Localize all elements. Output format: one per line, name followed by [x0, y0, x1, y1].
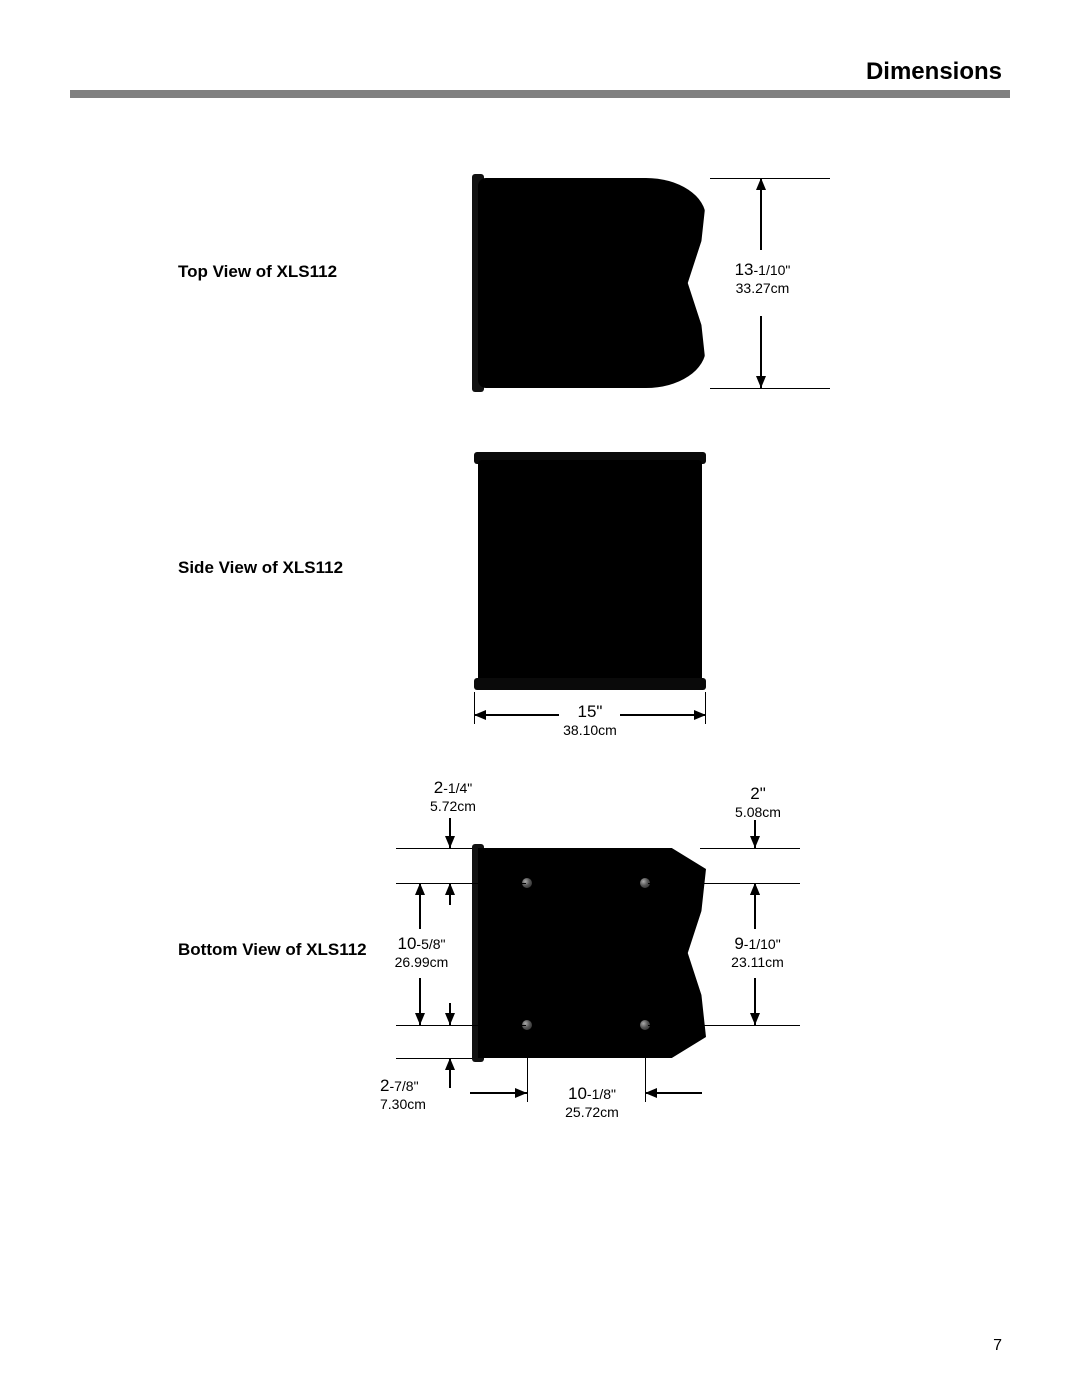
- dim-metric: 23.11cm: [720, 954, 795, 970]
- dim-bot-left-top: 2-1/4" 5.72cm: [418, 778, 488, 814]
- dim-imp-frac: -1/8": [587, 1086, 616, 1102]
- page-title: Dimensions: [866, 58, 1002, 86]
- arrow-down-icon: [750, 1013, 760, 1025]
- ext-line: [396, 1058, 472, 1059]
- page-number: 7: [993, 1337, 1002, 1355]
- dim-imp-frac: -1/10": [754, 262, 791, 278]
- dim-metric: 5.08cm: [728, 804, 788, 820]
- arrow-up-icon: [445, 883, 455, 895]
- dim-imp-whole: 15": [578, 702, 603, 721]
- arrow-down-icon: [445, 1013, 455, 1025]
- arrow-right-icon: [694, 710, 706, 720]
- ext-line: [710, 178, 830, 179]
- arrow-down-icon: [750, 836, 760, 848]
- dim-imp-frac: -7/8": [389, 1078, 418, 1094]
- ext-line: [396, 1025, 526, 1026]
- dim-imp-whole: 10: [568, 1084, 587, 1103]
- dim-top-height: 13-1/10" 33.27cm: [720, 260, 805, 296]
- arrow-up-icon: [756, 178, 766, 190]
- label-bottom-view: Bottom View of XLS112: [178, 940, 367, 960]
- dim-metric: 26.99cm: [384, 954, 459, 970]
- ext-line: [527, 1030, 528, 1102]
- dim-imp-whole: 2": [750, 784, 766, 803]
- arrow-down-icon: [415, 1013, 425, 1025]
- arrow-up-icon: [445, 1058, 455, 1070]
- dim-side-width: 15" 38.10cm: [560, 702, 620, 738]
- dim-imp-whole: 13: [735, 260, 754, 279]
- sideview-shape: [478, 460, 702, 682]
- bottomview-shape: [478, 848, 706, 1058]
- label-side-view: Side View of XLS112: [178, 558, 343, 578]
- dim-imp-whole: 10: [397, 934, 416, 953]
- arrow-down-icon: [445, 836, 455, 848]
- ext-line: [710, 388, 830, 389]
- header-rule: [70, 90, 1010, 98]
- dim-imp-frac: -5/8": [416, 936, 445, 952]
- arrow-left-icon: [474, 710, 486, 720]
- dim-bot-right-top: 2" 5.08cm: [728, 784, 788, 820]
- dim-metric: 5.72cm: [418, 798, 488, 814]
- dim-bot-left-mid: 10-5/8" 26.99cm: [384, 934, 459, 970]
- ext-line: [700, 848, 800, 849]
- arrow-up-icon: [415, 883, 425, 895]
- dim-bot-bot-width: 10-1/8" 25.72cm: [552, 1084, 632, 1120]
- ext-line: [396, 848, 472, 849]
- dim-imp-frac: -1/10": [744, 936, 781, 952]
- ext-line: [648, 883, 800, 884]
- topview-shape: [478, 178, 706, 388]
- dim-imp-whole: 2: [434, 778, 443, 797]
- dim-metric: 33.27cm: [720, 280, 805, 296]
- dim-imp-frac: -1/4": [443, 780, 472, 796]
- dim-metric: 38.10cm: [560, 722, 620, 738]
- arrow-down-icon: [756, 376, 766, 388]
- dim-metric: 25.72cm: [552, 1104, 632, 1120]
- arrow-right-icon: [515, 1088, 527, 1098]
- ext-line: [648, 1025, 800, 1026]
- dim-line: [474, 714, 559, 716]
- arrow-up-icon: [750, 883, 760, 895]
- dim-imp-whole: 9: [734, 934, 743, 953]
- dim-bot-left-bot: 2-7/8" 7.30cm: [380, 1076, 450, 1112]
- label-top-view: Top View of XLS112: [178, 262, 337, 282]
- sideview-bottom-rail: [474, 678, 706, 690]
- arrow-left-icon: [645, 1088, 657, 1098]
- dim-metric: 7.30cm: [380, 1096, 450, 1112]
- dim-bot-right-mid: 9-1/10" 23.11cm: [720, 934, 795, 970]
